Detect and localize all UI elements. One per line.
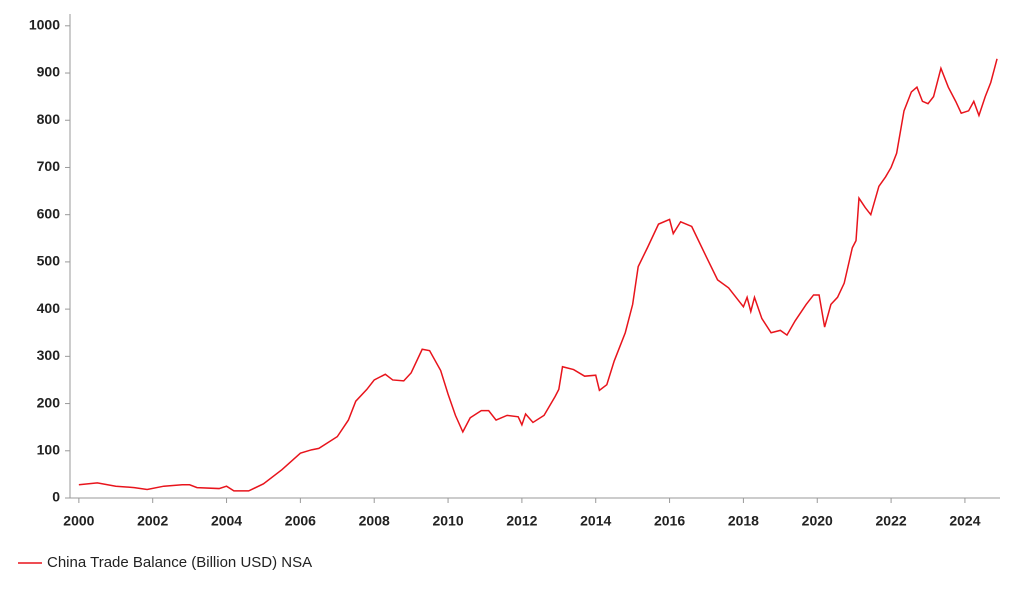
x-tick-label: 2010 bbox=[432, 513, 463, 529]
y-tick-label: 200 bbox=[37, 394, 61, 410]
x-tick-label: 2004 bbox=[211, 513, 242, 529]
y-tick-label: 800 bbox=[37, 111, 61, 127]
x-tick-label: 2008 bbox=[359, 513, 390, 529]
x-tick-label: 2014 bbox=[580, 513, 611, 529]
legend-label: China Trade Balance (Billion USD) NSA bbox=[47, 554, 312, 571]
y-tick-label: 1000 bbox=[29, 17, 60, 33]
x-tick-label: 2022 bbox=[876, 513, 907, 529]
x-tick-label: 2016 bbox=[654, 513, 685, 529]
x-tick-label: 2018 bbox=[728, 513, 759, 529]
line bbox=[78, 58, 998, 492]
x-tick-label: 2020 bbox=[802, 513, 833, 529]
y-tick-label: 400 bbox=[37, 300, 61, 316]
x-tick-label: 2002 bbox=[137, 513, 168, 529]
x-tick-label: 2000 bbox=[63, 513, 94, 529]
x-tick-label: 2012 bbox=[506, 513, 537, 529]
y-tick-label: 500 bbox=[37, 253, 61, 269]
y-tick-label: 700 bbox=[37, 158, 61, 174]
y-tick-label: 100 bbox=[37, 441, 61, 457]
x-tick-label: 2024 bbox=[949, 513, 980, 529]
x-tick-label: 2006 bbox=[285, 513, 316, 529]
y-tick-label: 900 bbox=[37, 64, 61, 80]
y-tick-label: 600 bbox=[37, 205, 61, 221]
y-tick-label: 300 bbox=[37, 347, 61, 363]
y-tick-label: 0 bbox=[52, 489, 60, 505]
